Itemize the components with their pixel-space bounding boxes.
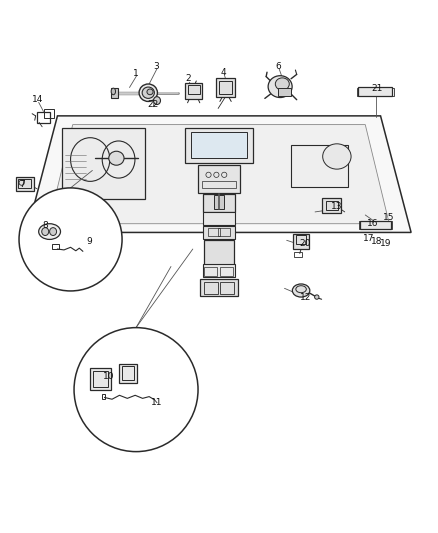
Bar [293,252,301,257]
Text: 9: 9 [86,237,92,246]
Polygon shape [27,116,411,232]
Bar [218,228,230,236]
Ellipse shape [292,284,310,297]
Bar [202,181,236,188]
Bar [203,195,235,212]
Text: 7: 7 [19,180,25,189]
Bar [200,279,238,296]
Bar [204,282,218,294]
Bar [325,200,338,210]
Bar [359,221,362,229]
Bar [203,264,235,277]
Circle shape [74,328,198,451]
Circle shape [19,188,122,291]
Bar [111,88,118,98]
Bar [358,87,392,96]
Ellipse shape [323,144,351,169]
Ellipse shape [109,151,124,165]
Polygon shape [62,128,145,199]
Ellipse shape [111,88,116,95]
Bar [220,268,233,276]
Ellipse shape [39,224,60,239]
Text: 6: 6 [275,62,281,71]
Bar [203,212,235,224]
Text: 1: 1 [133,69,139,78]
Ellipse shape [139,84,157,101]
Bar [204,240,234,266]
Ellipse shape [314,295,319,299]
Text: 13: 13 [331,202,343,211]
Ellipse shape [153,96,160,104]
Bar [44,109,53,118]
Bar [296,235,306,244]
Bar [37,112,50,123]
Bar [220,282,234,294]
Bar [185,128,253,163]
Bar [322,198,341,213]
Text: 14: 14 [32,95,43,104]
Bar [291,146,348,187]
Bar [185,83,202,99]
Text: 4: 4 [221,68,226,77]
Bar [360,221,391,229]
Text: 18: 18 [371,237,383,246]
Text: 15: 15 [383,213,394,222]
Bar [214,195,224,209]
Text: 12: 12 [300,294,311,302]
Bar [204,268,217,276]
Bar [191,133,247,158]
Bar [15,177,34,191]
Bar [357,88,360,96]
Text: 11: 11 [151,398,163,407]
Bar [53,244,59,249]
Ellipse shape [42,228,49,236]
Text: 22: 22 [147,100,158,109]
Bar [187,85,200,94]
Text: 21: 21 [371,84,383,93]
Text: 10: 10 [103,372,115,381]
Bar [389,221,392,229]
Text: 17: 17 [363,233,374,243]
Bar [216,78,235,96]
Bar [203,227,235,239]
Ellipse shape [147,89,153,95]
Text: 19: 19 [380,239,392,248]
Bar [18,179,31,188]
Bar [120,364,137,383]
Ellipse shape [268,76,292,98]
Bar [122,367,134,381]
Text: 3: 3 [153,62,159,71]
Text: 20: 20 [300,239,311,248]
Ellipse shape [49,228,57,236]
Ellipse shape [276,78,289,90]
Bar [90,368,111,391]
Bar [93,371,108,387]
Ellipse shape [142,87,154,99]
Text: 16: 16 [367,219,378,228]
Bar [219,82,232,94]
Text: 2: 2 [186,74,191,83]
Bar [208,228,220,236]
Polygon shape [49,125,389,224]
Text: 8: 8 [42,221,48,230]
Bar [102,394,106,399]
Bar [198,165,240,193]
Bar [391,88,394,96]
Bar [279,88,290,96]
Bar [293,233,309,249]
